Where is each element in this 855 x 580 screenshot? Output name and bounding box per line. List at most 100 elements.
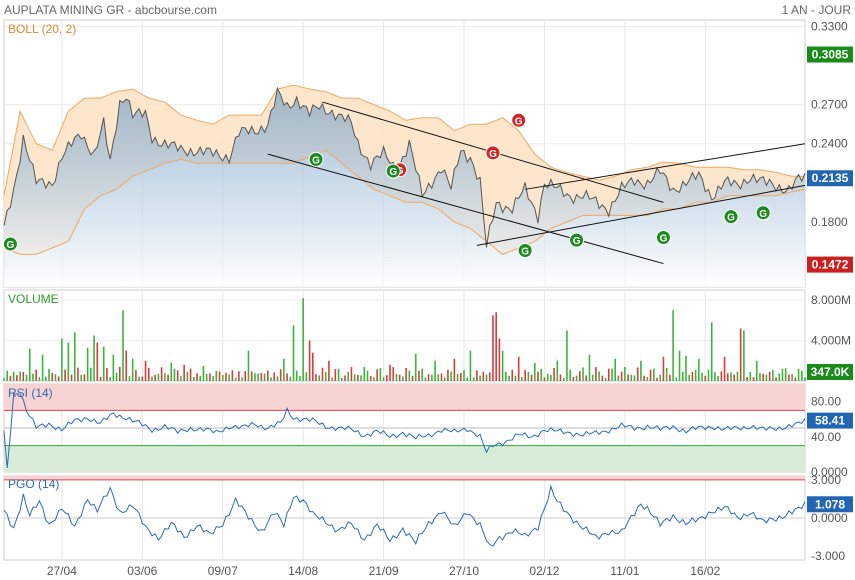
- x-tick-label: 11/01: [610, 564, 639, 578]
- volume-bar: [357, 374, 359, 381]
- volume-bar: [752, 377, 755, 381]
- volume-bar: [382, 377, 385, 381]
- volume-bar: [508, 376, 510, 381]
- volume-bar: [270, 377, 272, 381]
- rsi-oversold-zone: [4, 445, 805, 472]
- volume-bar: [286, 373, 288, 381]
- volume-bar: [414, 353, 417, 381]
- volume-bar: [48, 368, 50, 381]
- volume-bar: [517, 356, 520, 381]
- volume-bar: [633, 375, 636, 381]
- volume-bar: [344, 375, 346, 381]
- volume-bar: [469, 350, 472, 381]
- volume-bar: [99, 377, 102, 381]
- volume-bar: [624, 367, 626, 381]
- chart-title: AUPLATA MINING GR - abcbourse.com: [4, 3, 217, 17]
- volume-bar: [186, 371, 189, 381]
- price-y-tick: 0.3300: [811, 20, 848, 34]
- x-tick-label: 16/02: [690, 564, 720, 578]
- volume-bar: [688, 374, 690, 381]
- volume-bar: [562, 377, 565, 381]
- volume-bar: [543, 377, 546, 381]
- volume-bar: [41, 354, 44, 381]
- signal-marker: [655, 230, 671, 246]
- x-tick-label: 27/04: [47, 564, 77, 578]
- volume-bar: [170, 362, 173, 381]
- volume-bar: [614, 358, 617, 381]
- volume-bar: [57, 376, 60, 381]
- volume-bar: [704, 375, 707, 381]
- signal-marker: [2, 236, 18, 252]
- volume-bar: [389, 364, 391, 381]
- volume-bar: [28, 348, 31, 381]
- x-tick-label: 21/09: [369, 564, 399, 578]
- volume-bar: [707, 369, 710, 381]
- volume-bar: [244, 371, 247, 381]
- volume-bar: [386, 375, 388, 381]
- volume-bar: [427, 373, 430, 381]
- price-last-badge-text: 0.3085: [812, 48, 849, 62]
- price-y-tick: 0.2400: [811, 137, 848, 151]
- volume-bar: [566, 330, 568, 381]
- volume-bar: [434, 360, 436, 381]
- pgo-last-badge-text: 1.078: [815, 497, 845, 511]
- volume-bar: [157, 373, 160, 381]
- volume-bar: [595, 367, 597, 381]
- volume-bar: [334, 369, 337, 381]
- volume-bar: [295, 370, 298, 381]
- volume-bar: [122, 310, 124, 381]
- volume-bar: [247, 350, 250, 381]
- signal-marker: [569, 232, 585, 248]
- signal-marker: [485, 145, 501, 161]
- volume-bar: [710, 322, 713, 381]
- volume-bar: [588, 354, 591, 381]
- period-label[interactable]: 1 AN - JOUR: [781, 3, 851, 17]
- volume-bar: [128, 376, 131, 381]
- volume-bar: [717, 375, 719, 381]
- volume-bar: [755, 360, 758, 381]
- volume-bar: [318, 375, 321, 381]
- volume-bar: [324, 372, 327, 381]
- volume-bar: [64, 369, 66, 381]
- rsi-y-tick: 80.00: [811, 395, 841, 409]
- volume-bar: [9, 375, 12, 381]
- volume-bar: [533, 362, 536, 381]
- volume-bar: [331, 377, 333, 381]
- volume-bar: [209, 373, 211, 381]
- volume-bar: [3, 377, 5, 381]
- volume-bar: [768, 371, 771, 381]
- volume-bar: [743, 330, 745, 381]
- volume-bar: [714, 372, 716, 381]
- volume-bar: [305, 372, 308, 381]
- volume-bar: [579, 371, 581, 381]
- volume-bar: [424, 377, 427, 381]
- volume-bar: [559, 374, 562, 381]
- volume-bar: [617, 375, 620, 381]
- volume-bar: [550, 374, 552, 381]
- volume-bar: [411, 375, 414, 381]
- volume-bar: [794, 377, 797, 381]
- volume-bar: [225, 372, 227, 381]
- volume-bar: [421, 368, 423, 381]
- volume-bar: [337, 368, 340, 381]
- pgo-y-tick: 0.0000: [811, 511, 848, 525]
- volume-bar: [459, 373, 462, 381]
- volume-bar: [167, 374, 169, 381]
- volume-bar: [283, 358, 285, 381]
- volume-bar: [772, 369, 774, 381]
- volume-bar: [266, 370, 269, 381]
- volume-bar: [784, 368, 787, 381]
- volume-bar: [739, 328, 742, 381]
- volume-bar: [524, 370, 526, 381]
- volume-bar: [669, 374, 671, 381]
- volume-bar: [106, 368, 108, 381]
- volume-bar: [144, 360, 147, 381]
- volume-bar: [263, 373, 266, 381]
- rsi-legend: RSI (14): [8, 386, 53, 400]
- volume-bar: [196, 373, 198, 381]
- trendline: [476, 184, 806, 246]
- volume-bar: [353, 374, 356, 381]
- volume-bar: [546, 373, 549, 381]
- volume-bar: [591, 374, 594, 381]
- volume-bar: [302, 298, 304, 381]
